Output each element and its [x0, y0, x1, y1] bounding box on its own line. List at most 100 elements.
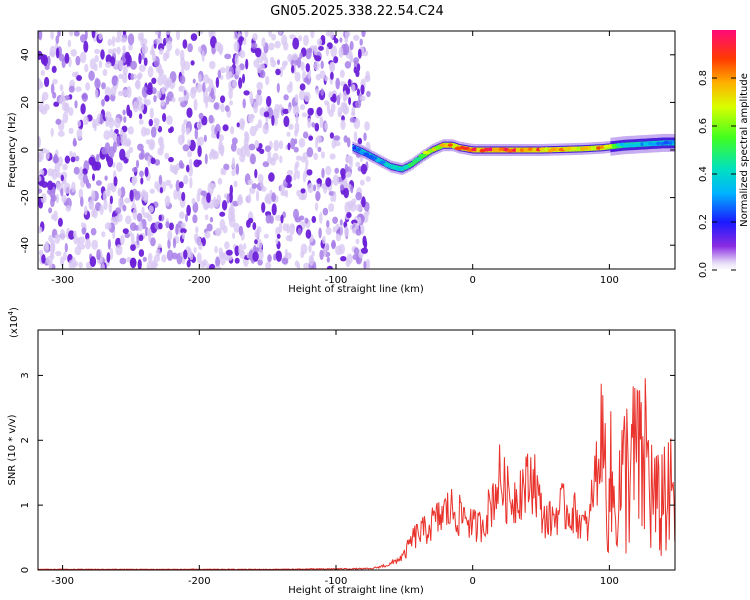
noise-speckle	[118, 197, 124, 209]
noise-speckle	[299, 52, 303, 59]
noise-speckle	[113, 176, 118, 187]
noise-speckle	[266, 95, 272, 107]
noise-speckle	[168, 156, 174, 163]
noise-speckle	[249, 179, 254, 185]
noise-speckle	[181, 191, 186, 202]
noise-speckle	[51, 245, 55, 257]
noise-speckle	[126, 150, 130, 160]
noise-speckle	[73, 166, 80, 175]
noise-speckle	[244, 31, 249, 38]
noise-speckle	[199, 261, 207, 269]
noise-speckle	[278, 104, 283, 110]
noise-speckle	[158, 174, 163, 185]
noise-speckle	[330, 71, 334, 80]
noise-speckle	[187, 139, 192, 147]
ridge-core	[668, 141, 673, 145]
noise-speckle	[257, 88, 262, 96]
noise-speckle	[296, 170, 300, 180]
noise-speckle	[141, 44, 149, 55]
noise-speckle	[38, 136, 41, 148]
noise-speckle	[83, 40, 89, 53]
spectrogram-y-tick-label: -40	[20, 237, 31, 253]
noise-speckle	[363, 132, 367, 141]
noise-speckle	[282, 60, 286, 70]
noise-speckle	[148, 118, 153, 127]
noise-speckle	[278, 222, 283, 233]
noise-speckle	[45, 149, 50, 160]
noise-speckle	[94, 78, 101, 89]
noise-speckle	[293, 146, 299, 153]
noise-speckle	[40, 108, 48, 115]
noise-speckle	[343, 187, 350, 199]
noise-speckle	[186, 204, 191, 216]
noise-speckle	[94, 55, 99, 63]
noise-speckle	[236, 122, 240, 128]
noise-speckle	[76, 128, 83, 140]
noise-speckle	[169, 183, 173, 189]
ridge-core	[539, 147, 546, 151]
noise-speckle	[238, 225, 244, 236]
noise-speckle	[347, 78, 352, 88]
noise-speckle	[311, 122, 316, 128]
snr-multiplier-exponent: 4	[7, 310, 15, 315]
noise-speckle	[339, 37, 343, 43]
ridge-core	[363, 152, 370, 156]
colorbar-ticks: 0.0 0.2 0.4 0.6 0.8	[698, 70, 736, 278]
spectrogram-x-tick-label: 100	[600, 275, 619, 286]
noise-speckle	[320, 88, 324, 96]
noise-speckle	[146, 260, 154, 269]
noise-speckle	[101, 231, 106, 238]
ridge-core	[512, 148, 517, 152]
noise-speckle	[201, 50, 205, 63]
noise-speckle	[291, 65, 295, 74]
noise-speckle	[322, 207, 329, 216]
noise-speckle	[138, 249, 145, 257]
noise-speckle	[178, 181, 184, 189]
noise-speckle	[315, 73, 322, 81]
noise-speckle	[89, 256, 97, 268]
noise-speckle	[140, 148, 145, 160]
noise-speckle	[108, 146, 115, 159]
noise-speckle	[120, 37, 127, 43]
noise-speckle	[138, 113, 143, 120]
ridge-core	[371, 156, 378, 160]
noise-speckle	[210, 148, 215, 157]
noise-speckle	[53, 210, 58, 222]
snr-x-tick-label: -200	[188, 576, 211, 587]
noise-speckle	[140, 177, 144, 185]
noise-speckle	[279, 155, 283, 164]
noise-speckle	[151, 77, 157, 85]
noise-speckle	[60, 256, 65, 267]
noise-speckle	[333, 135, 340, 141]
noise-speckle	[120, 134, 128, 146]
noise-speckle	[357, 48, 362, 59]
noise-speckle	[44, 76, 50, 88]
noise-speckle	[238, 77, 243, 89]
noise-speckle	[99, 204, 104, 216]
noise-speckle	[108, 201, 113, 213]
noise-speckle	[183, 90, 187, 96]
noise-speckle	[366, 90, 371, 98]
noise-speckle	[131, 175, 138, 185]
noise-speckle	[340, 119, 346, 130]
noise-speckle	[257, 119, 263, 129]
noise-speckle	[103, 130, 111, 141]
noise-speckle	[253, 101, 259, 114]
noise-speckle	[185, 213, 188, 223]
noise-speckle	[159, 48, 164, 55]
noise-speckle	[78, 188, 84, 200]
noise-speckle	[161, 254, 167, 263]
noise-speckle	[242, 98, 246, 109]
noise-speckle	[248, 113, 255, 120]
noise-speckle	[300, 61, 305, 71]
noise-speckle	[313, 61, 320, 71]
noise-speckle	[123, 116, 127, 123]
noise-speckle	[208, 114, 214, 124]
noise-speckle	[216, 194, 222, 205]
noise-speckle	[321, 151, 325, 159]
noise-speckle	[40, 69, 45, 76]
noise-speckle	[355, 191, 363, 201]
snr-y-label: SNR (10 * v/v)	[7, 414, 18, 485]
noise-speckle	[129, 257, 137, 269]
ridge-core	[439, 143, 446, 147]
